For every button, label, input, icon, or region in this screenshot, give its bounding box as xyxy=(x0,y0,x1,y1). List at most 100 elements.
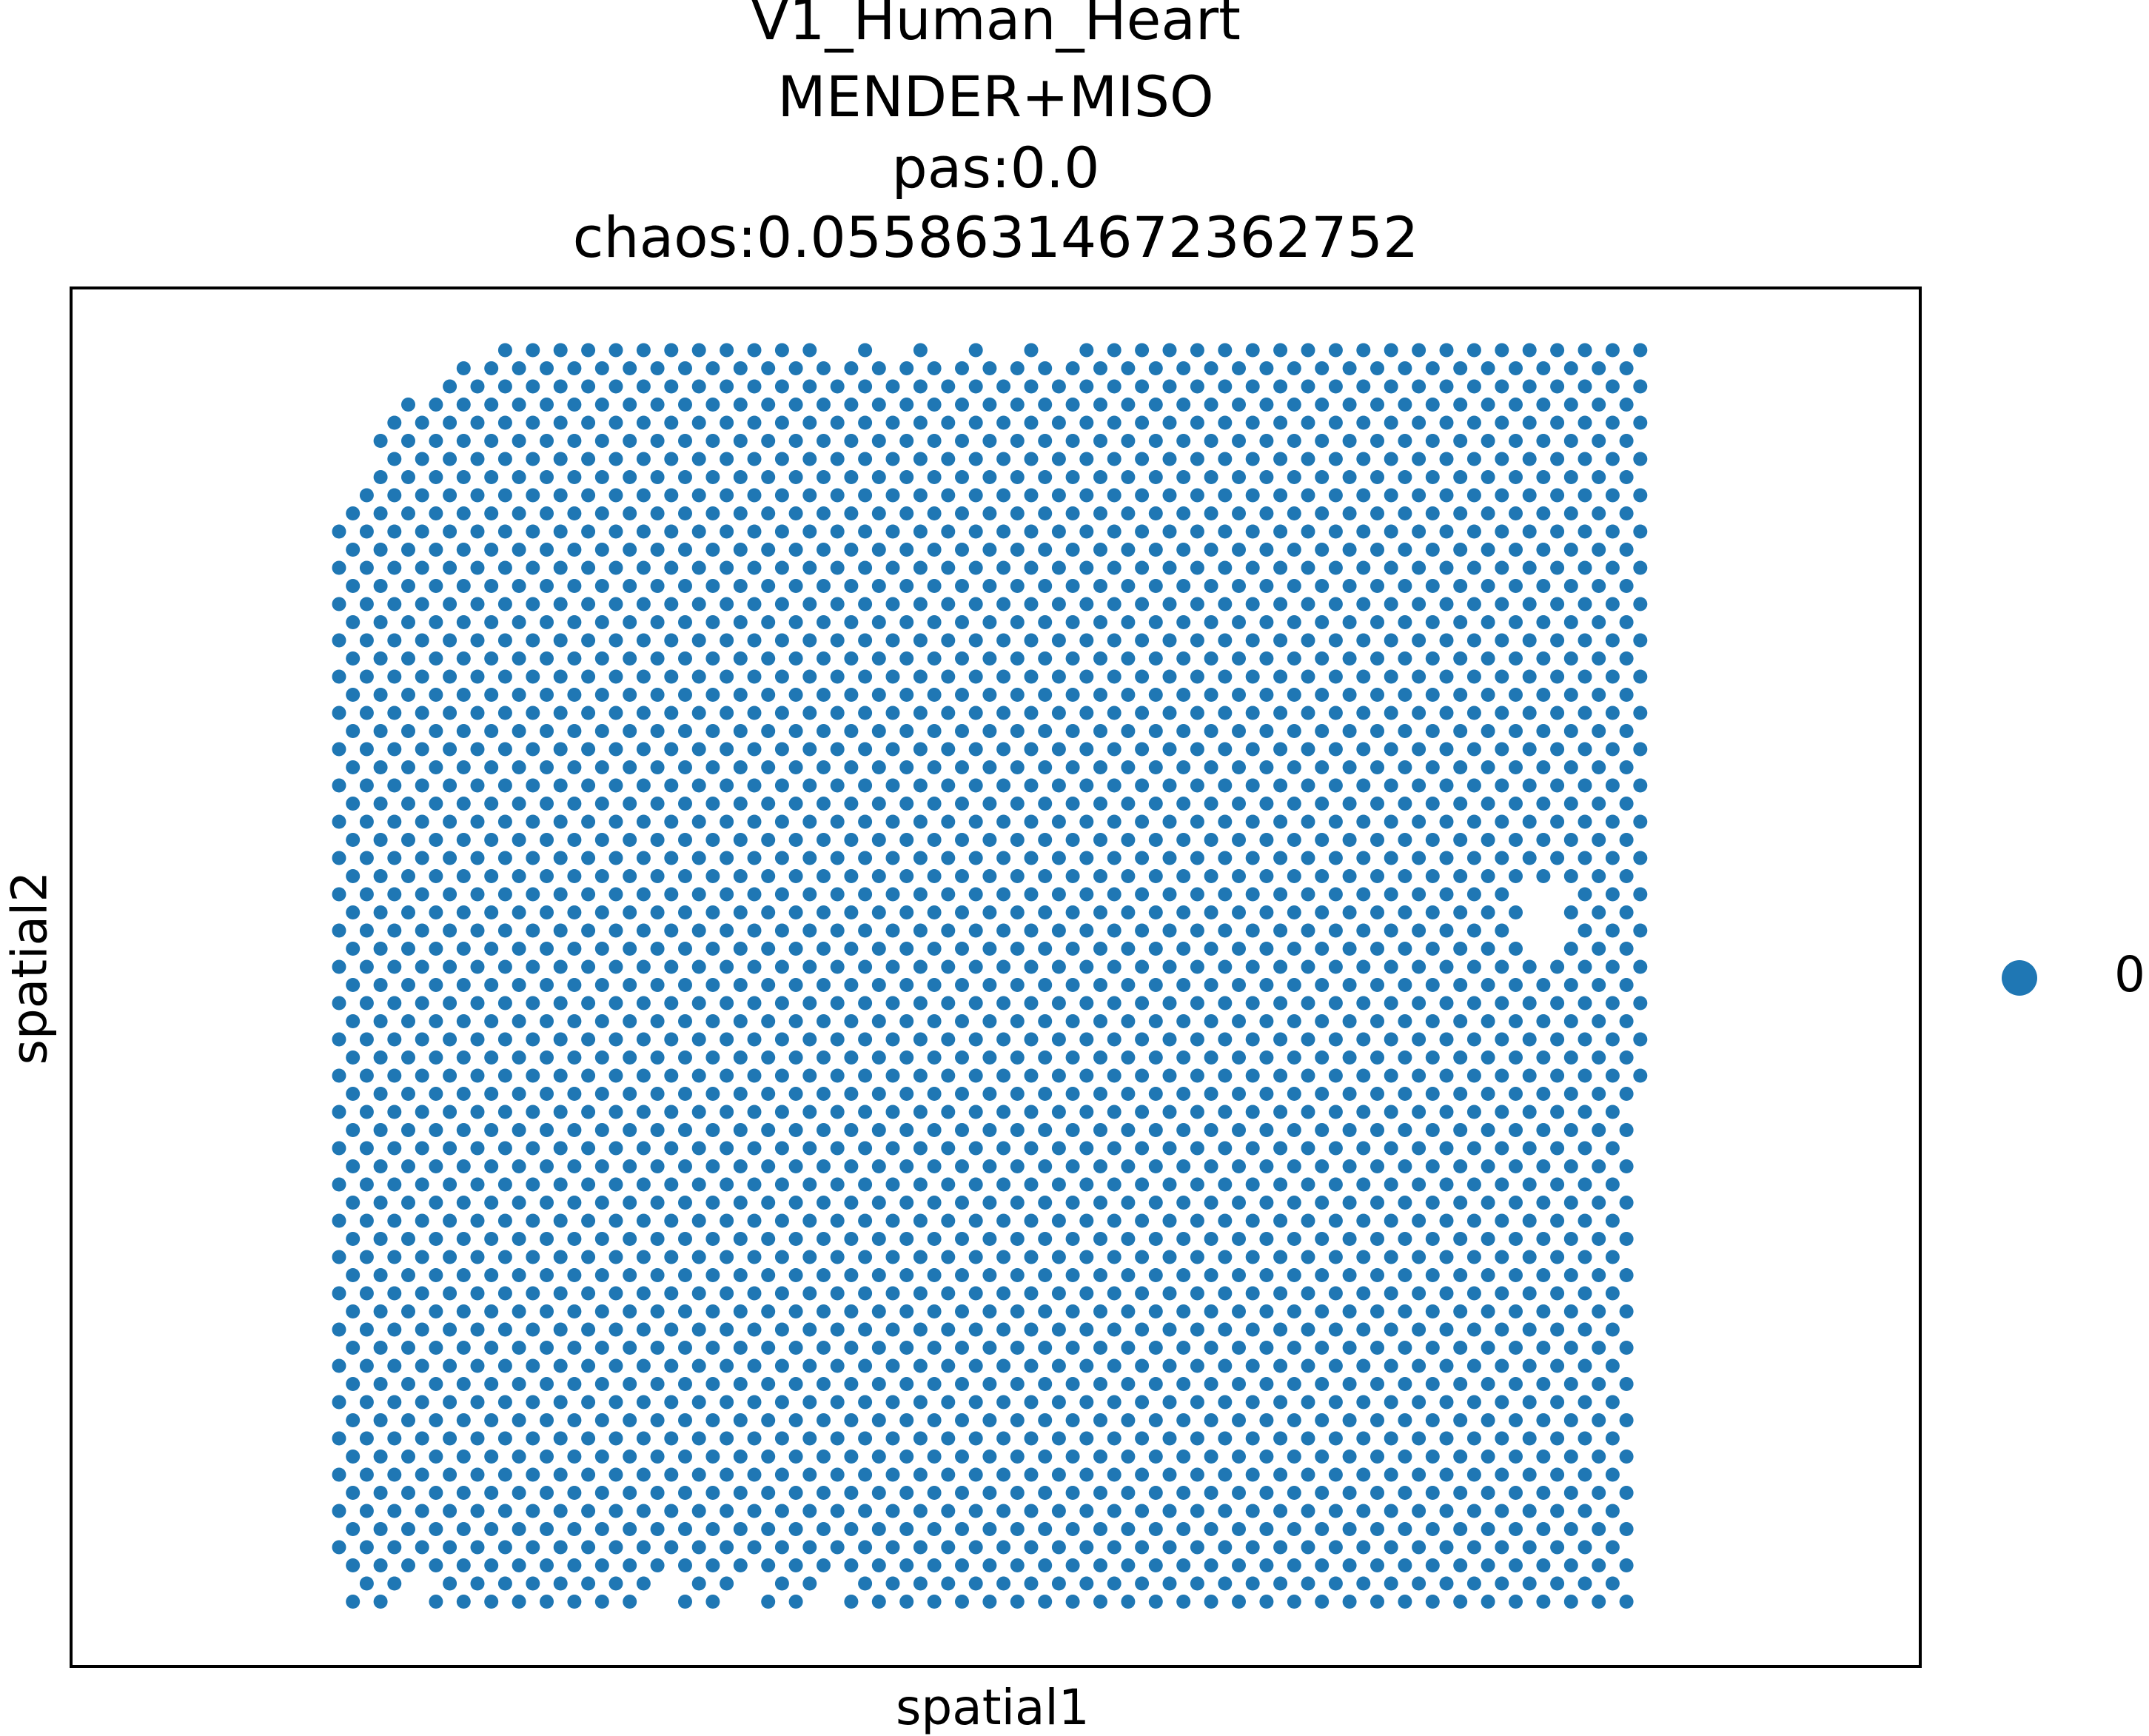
spot xyxy=(332,1540,346,1555)
spot xyxy=(1301,1032,1315,1047)
spot xyxy=(401,760,415,774)
spot xyxy=(913,1322,928,1337)
spot xyxy=(1093,1486,1107,1500)
spot xyxy=(581,1395,596,1410)
spot xyxy=(359,1286,374,1301)
spot xyxy=(720,1504,734,1518)
spot xyxy=(761,615,776,629)
spot xyxy=(817,543,831,557)
spot xyxy=(885,887,900,902)
spot xyxy=(761,361,776,375)
spot xyxy=(1245,452,1260,466)
spot xyxy=(996,597,1011,611)
spot xyxy=(429,869,443,883)
spot xyxy=(927,1522,942,1536)
spot xyxy=(1619,615,1634,629)
spot xyxy=(387,633,402,648)
spot xyxy=(1273,1177,1288,1192)
spot xyxy=(594,543,609,557)
spot xyxy=(1204,398,1218,412)
spot xyxy=(594,1341,609,1355)
spot xyxy=(691,343,706,358)
spot xyxy=(1024,669,1039,684)
spot xyxy=(858,669,873,684)
spot xyxy=(1550,1250,1565,1264)
spot xyxy=(1592,797,1606,811)
spot xyxy=(1065,1050,1080,1065)
spot xyxy=(1315,434,1330,448)
spot xyxy=(1633,524,1648,539)
spot xyxy=(1481,869,1495,883)
spot xyxy=(913,996,928,1011)
spot xyxy=(346,1050,361,1065)
spot xyxy=(788,978,803,992)
spot xyxy=(332,669,346,684)
spot xyxy=(968,1540,983,1555)
spot xyxy=(1619,1123,1634,1137)
spot xyxy=(733,579,748,593)
spot xyxy=(1065,579,1080,593)
spot xyxy=(927,398,942,412)
spot xyxy=(941,1431,956,1446)
spot xyxy=(1605,669,1620,684)
spot xyxy=(1024,706,1039,720)
spot xyxy=(1218,1395,1233,1410)
spot xyxy=(636,996,651,1011)
spot xyxy=(1218,560,1233,575)
spot xyxy=(609,887,623,902)
spot xyxy=(1245,1322,1260,1337)
spot xyxy=(955,942,969,956)
spot xyxy=(429,905,443,919)
spot xyxy=(1065,1087,1080,1101)
spot xyxy=(830,1540,845,1555)
spot xyxy=(1384,343,1398,358)
spot xyxy=(1342,1123,1357,1137)
spot xyxy=(1481,1341,1495,1355)
spot xyxy=(1093,579,1107,593)
spot xyxy=(526,560,540,575)
spot xyxy=(443,851,457,865)
spot xyxy=(415,996,429,1011)
spot xyxy=(885,1322,900,1337)
spot xyxy=(885,669,900,684)
spot xyxy=(1287,1196,1301,1210)
spot xyxy=(346,1268,361,1282)
spot xyxy=(1439,669,1454,684)
spot xyxy=(664,742,679,757)
spot xyxy=(1342,543,1357,557)
spot xyxy=(581,1431,596,1446)
spot xyxy=(1065,833,1080,847)
spot xyxy=(1024,1286,1039,1301)
spot xyxy=(885,706,900,720)
spot xyxy=(705,1123,720,1137)
spot xyxy=(1495,1141,1509,1156)
spot xyxy=(1315,470,1330,484)
spot xyxy=(955,1377,969,1391)
spot xyxy=(1079,851,1094,865)
spot xyxy=(1466,1177,1481,1192)
spot xyxy=(623,398,637,412)
spot xyxy=(1550,706,1565,720)
spot xyxy=(927,579,942,593)
spot xyxy=(581,887,596,902)
spot xyxy=(429,1450,443,1464)
spot xyxy=(332,1395,346,1410)
spot xyxy=(1065,1196,1080,1210)
spot xyxy=(609,1504,623,1518)
spot xyxy=(1370,1232,1384,1246)
spot xyxy=(885,1467,900,1482)
spot xyxy=(1287,1268,1301,1282)
spot xyxy=(401,470,415,484)
spot xyxy=(1190,1540,1204,1555)
spot xyxy=(968,597,983,611)
spot xyxy=(1328,1358,1343,1373)
spot xyxy=(1315,978,1330,992)
spot xyxy=(1619,1341,1634,1355)
spot xyxy=(456,615,471,629)
spot xyxy=(332,742,346,757)
spot xyxy=(802,1177,817,1192)
spot xyxy=(540,543,554,557)
spot xyxy=(1384,524,1398,539)
spot xyxy=(1204,1268,1218,1282)
spot xyxy=(497,343,512,358)
